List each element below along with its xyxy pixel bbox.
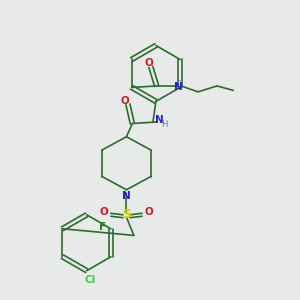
- Text: F: F: [98, 222, 106, 232]
- Text: N: N: [155, 115, 164, 125]
- Text: H: H: [161, 120, 168, 129]
- Text: H: H: [176, 77, 182, 86]
- Text: O: O: [100, 207, 108, 217]
- Text: O: O: [121, 95, 129, 106]
- Text: Cl: Cl: [84, 274, 95, 285]
- Text: O: O: [144, 58, 153, 68]
- Text: O: O: [144, 207, 153, 217]
- Text: N: N: [174, 82, 183, 92]
- Text: N: N: [122, 191, 131, 201]
- Text: S: S: [122, 208, 131, 221]
